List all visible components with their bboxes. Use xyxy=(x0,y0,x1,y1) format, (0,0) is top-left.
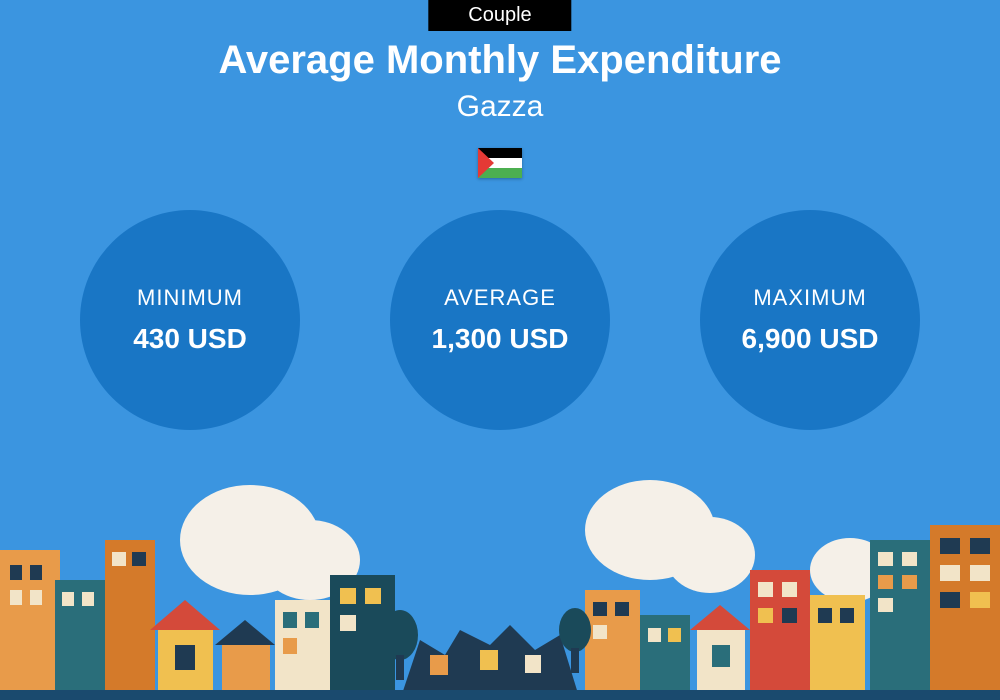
stat-circle-average: AVERAGE 1,300 USD xyxy=(390,210,610,430)
stat-value: 1,300 USD xyxy=(432,323,569,355)
stat-circle-minimum: MINIMUM 430 USD xyxy=(80,210,300,430)
stat-label: AVERAGE xyxy=(444,285,556,311)
page-title: Average Monthly Expenditure xyxy=(0,38,1000,83)
location-subtitle: Gazza xyxy=(0,90,1000,124)
stat-circle-maximum: MAXIMUM 6,900 USD xyxy=(700,210,920,430)
category-badge: Couple xyxy=(428,0,571,31)
stat-circles-row: MINIMUM 430 USD AVERAGE 1,300 USD MAXIMU… xyxy=(0,210,1000,430)
stat-label: MINIMUM xyxy=(137,285,243,311)
country-flag-icon xyxy=(478,148,522,178)
stat-value: 430 USD xyxy=(133,323,247,355)
stat-label: MAXIMUM xyxy=(753,285,866,311)
cityscape-illustration xyxy=(0,480,1000,700)
stat-value: 6,900 USD xyxy=(742,323,879,355)
badge-label: Couple xyxy=(468,4,531,26)
